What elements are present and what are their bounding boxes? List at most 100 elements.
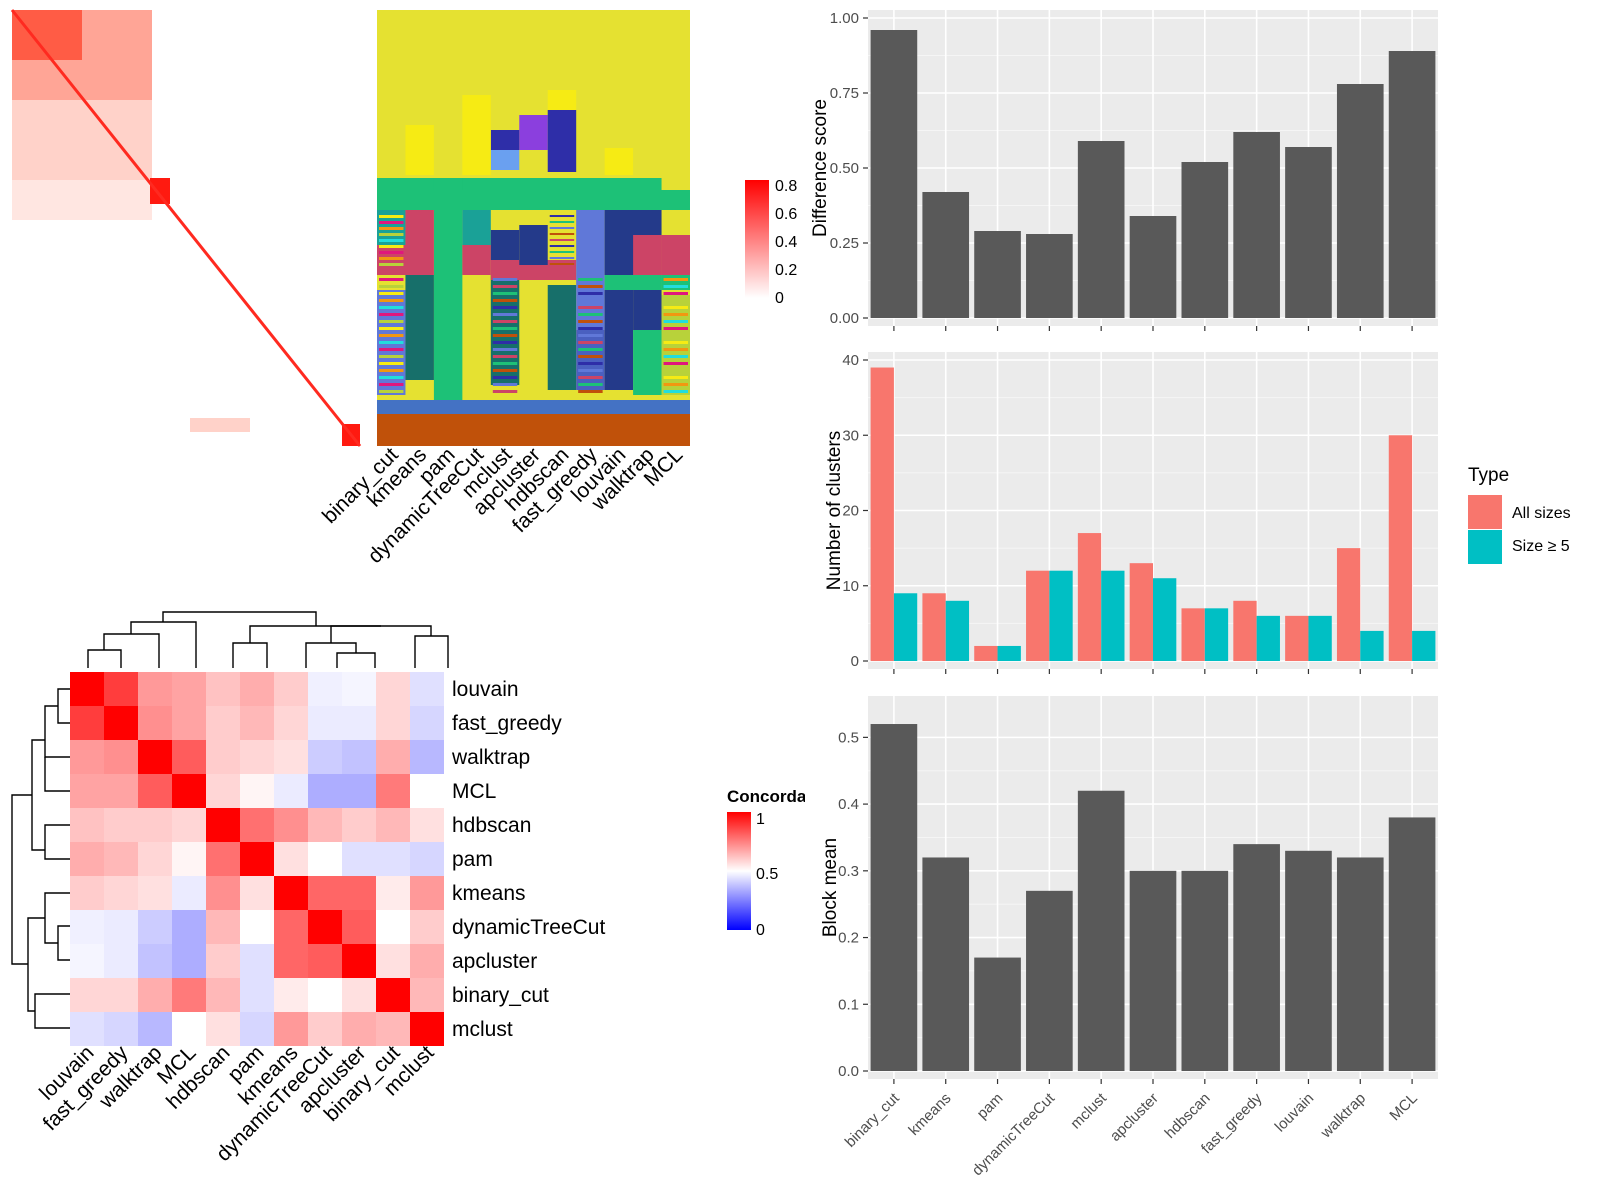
- bar-size-ge-5: [1308, 615, 1332, 661]
- concordance-cell: [410, 774, 444, 808]
- assignment-stripe: [379, 257, 404, 260]
- assignment-stripe: [379, 299, 404, 302]
- concordance-cell: [240, 774, 274, 808]
- assignment-block: [377, 400, 690, 414]
- concordance-cell: [274, 774, 308, 808]
- bar: [974, 957, 1021, 1071]
- concordance-cell: [70, 706, 104, 740]
- bar: [1285, 850, 1332, 1071]
- y-tick-label: 0.75: [830, 85, 859, 102]
- concordance-cell: [172, 706, 206, 740]
- concordance-cell: [308, 944, 342, 978]
- concordance-cell: [308, 978, 342, 1012]
- concordance-cell: [308, 706, 342, 740]
- concordance-cell: [206, 910, 240, 944]
- concordance-cell: [240, 740, 274, 774]
- assignment-stripe: [492, 348, 518, 351]
- concordance-cell: [70, 808, 104, 842]
- y-axis-title: Number of clusters: [824, 431, 845, 590]
- assignment-stripe: [492, 334, 518, 337]
- block-mean-chart: 0.0 0.1 0.2 0.3 0.4 0.5 Block mean binary_cut km…: [820, 696, 1438, 1179]
- assignment-stripe: [379, 263, 404, 266]
- similarity-block-2: [150, 178, 170, 204]
- concordance-cell: [274, 672, 308, 706]
- concordance-cell: [104, 1012, 138, 1046]
- concordance-row-label: pam: [452, 848, 493, 871]
- bar-size-ge-5: [945, 600, 970, 661]
- y-tick-label: 0.25: [830, 235, 859, 252]
- concordance-cell: [240, 706, 274, 740]
- concordance-cell: [376, 808, 410, 842]
- assignment-stripe: [578, 278, 603, 281]
- assignment-stripe: [492, 355, 518, 358]
- assignment-stripe: [549, 263, 575, 265]
- column-dendrogram: [87, 611, 449, 668]
- concordance-cell: [410, 978, 444, 1012]
- concordance-cell: [342, 978, 376, 1012]
- concordance-cell: [274, 808, 308, 842]
- assignment-stripe: [379, 233, 404, 236]
- y-tick-label: 0.4: [838, 796, 859, 813]
- concordance-cell: [138, 978, 172, 1012]
- assignment-block: [661, 295, 690, 395]
- concordance-cell: [206, 842, 240, 876]
- assignment-stripe: [492, 341, 518, 344]
- assignment-stripe: [492, 278, 518, 281]
- concordance-cell: [104, 910, 138, 944]
- bar-all-sizes: [1026, 570, 1050, 661]
- assignment-stripe: [549, 227, 575, 229]
- bar: [974, 231, 1021, 318]
- number-of-clusters-chart: 0 10 20 30 40 Number of clusters: [824, 352, 1438, 674]
- assignment-block: [547, 110, 577, 145]
- assignment-stripe: [379, 292, 404, 295]
- concordance-cell: [308, 672, 342, 706]
- bar-size-ge-5: [1153, 578, 1177, 661]
- legend-key-all-sizes: [1468, 495, 1502, 529]
- concordance-cell: [104, 978, 138, 1012]
- concordance-cell: [70, 774, 104, 808]
- concordance-cell: [138, 706, 172, 740]
- bar-size-ge-5: [1412, 630, 1436, 661]
- assignment-stripe: [379, 348, 404, 351]
- concordance-cell: [342, 740, 376, 774]
- concordance-cell: [172, 808, 206, 842]
- assignment-block: [633, 290, 662, 330]
- bar: [1233, 132, 1280, 318]
- assignment-stripe: [379, 362, 404, 365]
- bar: [1129, 870, 1177, 1071]
- concordance-row-label: MCL: [452, 780, 496, 803]
- assignment-stripe: [663, 362, 688, 365]
- concordance-row-label: walktrap: [451, 746, 530, 769]
- bar: [1285, 147, 1332, 318]
- assignment-stripe: [379, 341, 404, 344]
- bar: [870, 30, 918, 318]
- y-tick-label: 40: [842, 352, 859, 369]
- assignment-stripe: [578, 355, 603, 358]
- concordance-cell: [240, 842, 274, 876]
- assignment-stripe: [379, 239, 404, 242]
- concordance-cell: [206, 1012, 240, 1046]
- assignment-stripe: [663, 278, 688, 281]
- assignment-block: [405, 210, 434, 245]
- assignment-block: [462, 95, 491, 175]
- assignment-stripe: [492, 313, 518, 316]
- concordance-cell: [376, 876, 410, 910]
- concordance-cell: [342, 876, 376, 910]
- assignment-stripe: [379, 251, 404, 254]
- similarity-legend-tick: 0.6: [775, 206, 797, 223]
- assignment-stripe: [663, 285, 688, 288]
- assignment-block: [576, 330, 605, 390]
- assignment-block: [405, 275, 434, 380]
- bar: [1181, 870, 1229, 1071]
- concordance-cell: [206, 978, 240, 1012]
- bar-all-sizes: [974, 645, 998, 661]
- concordance-cell: [206, 774, 240, 808]
- y-tick-label: 30: [842, 427, 859, 444]
- concordance-row-label: hdbscan: [452, 814, 531, 837]
- bar-all-sizes: [1233, 600, 1257, 661]
- concordance-legend-tick: 1: [756, 811, 765, 828]
- concordance-cell: [206, 808, 240, 842]
- concordance-cell: [342, 944, 376, 978]
- y-tick-label: 0.5: [838, 729, 859, 746]
- assignment-stripe: [549, 233, 575, 235]
